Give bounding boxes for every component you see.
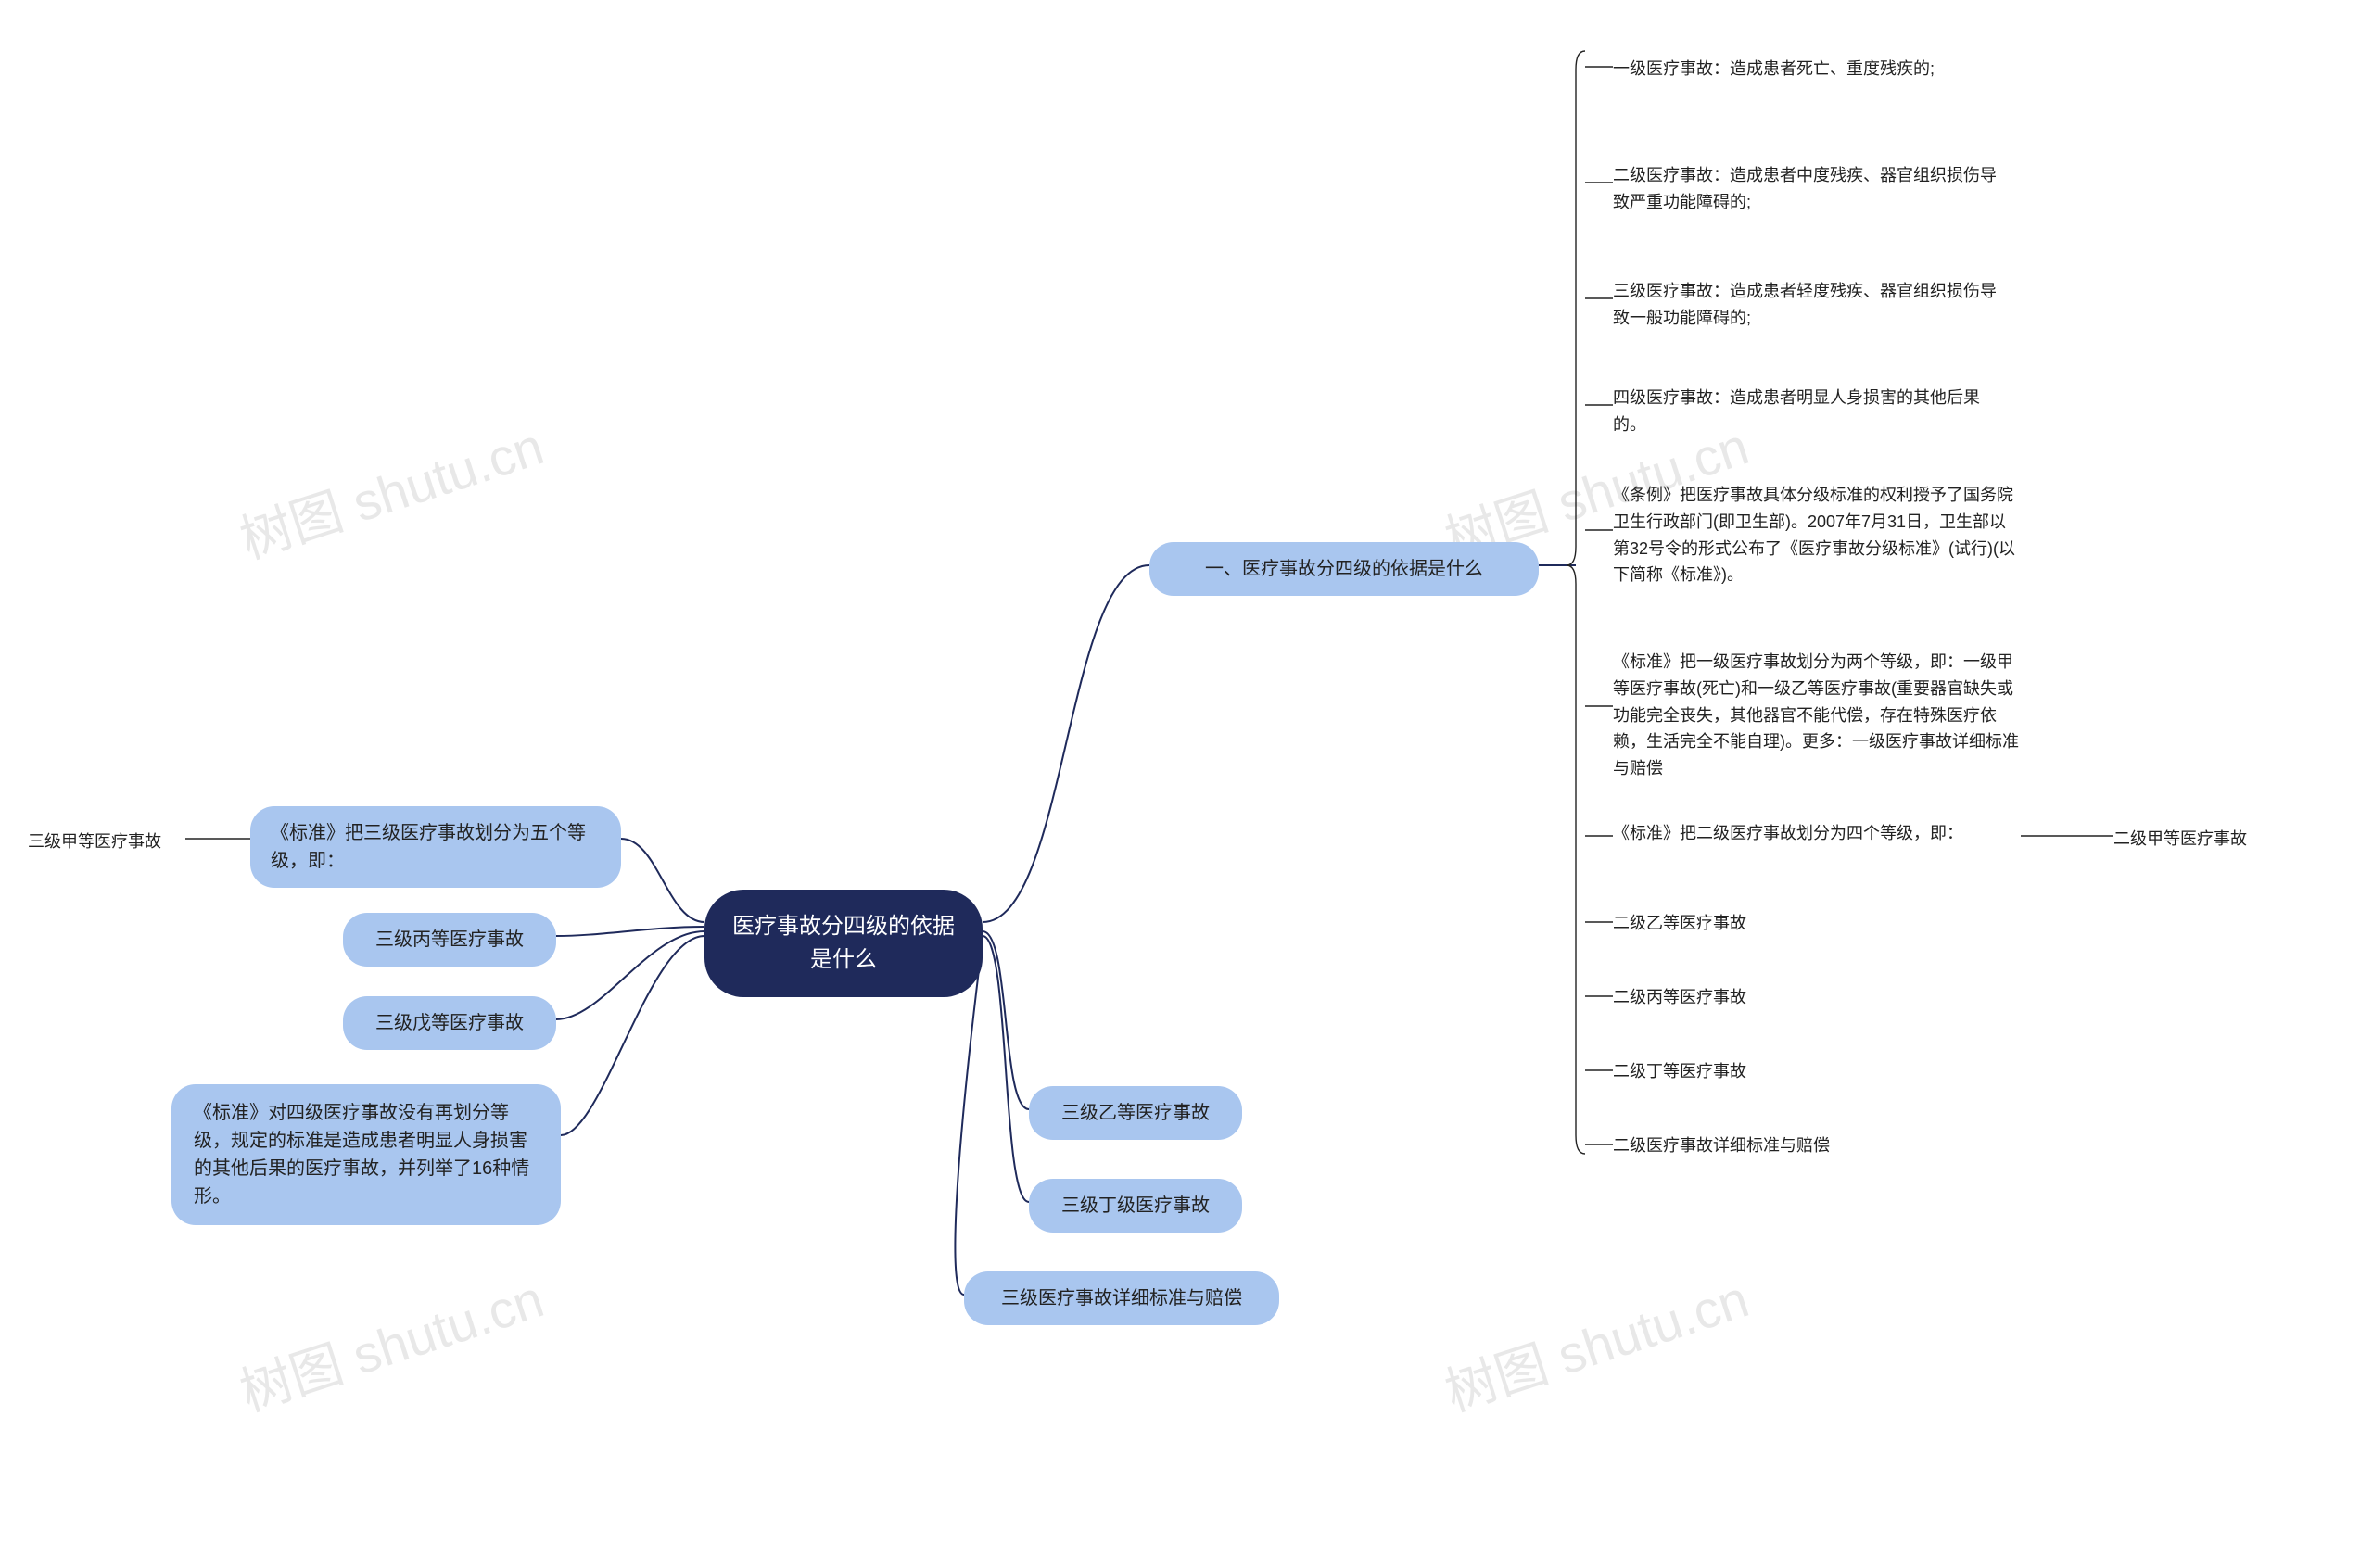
center-node[interactable]: 医疗事故分四级的依据是什么 [704,890,983,997]
leaf-standard-l2: 《标准》把二级医疗事故划分为四个等级，即： [1613,820,2011,847]
branch-l4-standard[interactable]: 《标准》对四级医疗事故没有再划分等级，规定的标准是造成患者明显人身损害的其他后果… [171,1084,561,1225]
branch-label: 《标准》把三级医疗事故划分为五个等级，即： [271,823,586,871]
branch-l3-standard[interactable]: 《标准》把三级医疗事故划分为五个等级，即： [250,806,621,888]
leaf-level4: 四级医疗事故：造成患者明显人身损害的其他后果的。 [1613,385,2011,438]
leaf-l2-detail: 二级医疗事故详细标准与赔偿 [1613,1133,1830,1158]
leaf-l2-yi: 二级乙等医疗事故 [1613,911,1746,936]
leaf-l3-jia: 三级甲等医疗事故 [28,829,161,854]
leaf-level2: 二级医疗事故：造成患者中度残疾、器官组织损伤导致严重功能障碍的; [1613,162,2011,216]
leaf-l2-ding: 二级丁等医疗事故 [1613,1059,1746,1084]
branch-l3-bing[interactable]: 三级丙等医疗事故 [343,913,556,967]
watermark: 树图 shutu.cn [1434,1258,1757,1426]
branch-label: 《标准》对四级医疗事故没有再划分等级，规定的标准是造成患者明显人身损害的其他后果… [194,1103,529,1207]
leaf-regulation: 《条例》把医疗事故具体分级标准的权利授予了国务院卫生行政部门(即卫生部)。200… [1613,482,2021,588]
edge-layer [0,0,2373,1568]
branch-label: 三级乙等医疗事故 [1061,1103,1210,1123]
branch-label: 三级丁级医疗事故 [1061,1195,1210,1216]
watermark: 树图 shutu.cn [229,1258,552,1426]
mindmap-canvas: 树图 shutu.cn 树图 shutu.cn 树图 shutu.cn 树图 s… [0,0,2373,1568]
branch-l3-ding[interactable]: 三级丁级医疗事故 [1029,1179,1242,1233]
branch-label: 三级戊等医疗事故 [375,1013,524,1033]
branch-section-1[interactable]: 一、医疗事故分四级的依据是什么 [1149,542,1539,596]
leaf-level1: 一级医疗事故：造成患者死亡、重度残疾的; [1613,56,2011,82]
leaf-l2-jia: 二级甲等医疗事故 [2113,827,2247,852]
leaf-l2-bing: 二级丙等医疗事故 [1613,985,1746,1010]
branch-label: 一、医疗事故分四级的依据是什么 [1205,559,1483,579]
branch-l3-wu[interactable]: 三级戊等医疗事故 [343,996,556,1050]
branch-label: 三级医疗事故详细标准与赔偿 [1001,1288,1242,1309]
branch-label: 三级丙等医疗事故 [375,929,524,950]
watermark: 树图 shutu.cn [229,405,552,574]
leaf-standard-l1: 《标准》把一级医疗事故划分为两个等级，即：一级甲等医疗事故(死亡)和一级乙等医疗… [1613,649,2021,782]
branch-l3-detail[interactable]: 三级医疗事故详细标准与赔偿 [964,1271,1279,1325]
leaf-level3: 三级医疗事故：造成患者轻度残疾、器官组织损伤导致一般功能障碍的; [1613,278,2011,332]
center-label: 医疗事故分四级的依据是什么 [732,914,955,972]
branch-l3-yi[interactable]: 三级乙等医疗事故 [1029,1086,1242,1140]
